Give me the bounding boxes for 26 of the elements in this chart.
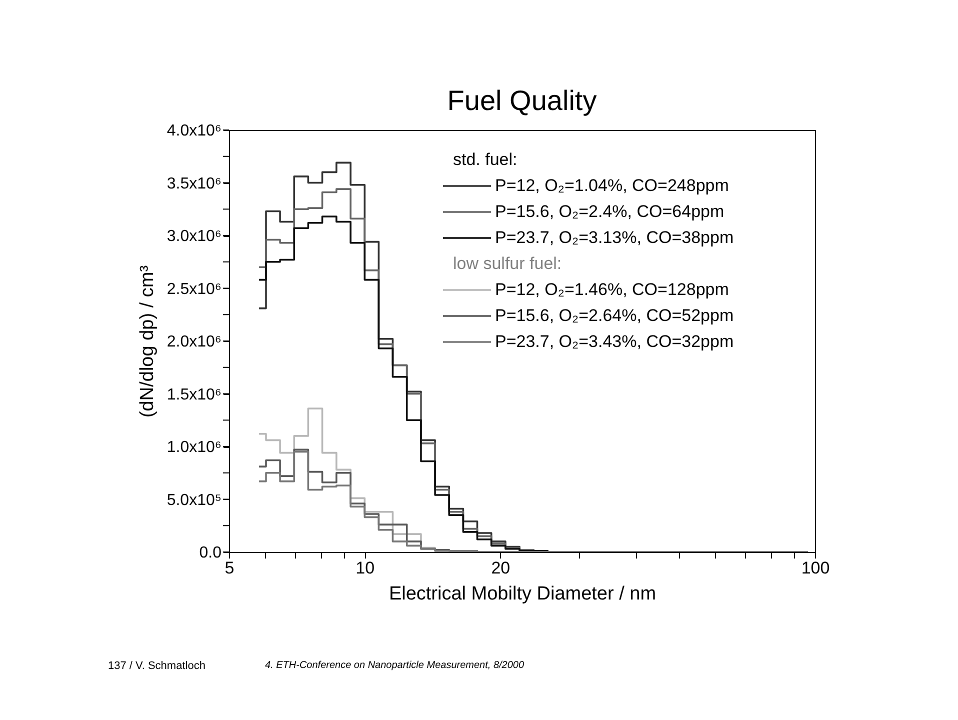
text: 137 / V. Schmatloch [108, 660, 206, 672]
x-tick-label: 10 [356, 558, 375, 578]
legend-label: P=23.7, O₂=3.13%, CO=38ppm [495, 228, 734, 247]
chart-title: Fuel Quality [447, 85, 597, 116]
legend-label: P=15.6, O₂=2.64%, CO=52ppm [495, 306, 734, 325]
x-tick-label: 20 [491, 558, 510, 578]
y-tick-label: 0.0 [199, 544, 222, 562]
y-tick-label: 3.0x10⁶ [166, 228, 222, 245]
y-tick-label: 3.5x10⁶ [166, 175, 222, 192]
legend-label: P=15.6, O₂=2.4%, CO=64ppm [495, 202, 724, 221]
x-tick-label: 5 [224, 558, 234, 578]
text: 4. ETH-Conference on Nanoparticle Measurement, 8/2000 [265, 660, 524, 671]
legend-label: P=23.7, O₂=3.43%, CO=32ppm [495, 332, 734, 351]
y-tick-label: 1.5x10⁶ [166, 386, 222, 404]
y-tick-label: 1.0x10⁶ [166, 439, 222, 456]
y-axis-title: (dN/dlog dp) / cm³ [136, 265, 158, 418]
y-tick-label: 2.0x10⁶ [166, 334, 222, 350]
y-tick-label: 4.0x10⁶ [166, 122, 222, 140]
y-tick-label: 2.5x10⁶ [166, 280, 222, 298]
annotation: std. fuel: [453, 150, 518, 169]
legend-label: P=12, O₂=1.46%, CO=128ppm [495, 280, 729, 299]
y-tick-label: 5.0x10⁵ [166, 492, 222, 509]
annotation: low sulfur fuel: [453, 254, 562, 273]
x-axis-title: Electrical Mobilty Diameter / nm [388, 584, 656, 604]
x-tick-label: 100 [801, 558, 830, 578]
legend-label: P=12, O₂=1.04%, CO=248ppm [495, 176, 729, 195]
